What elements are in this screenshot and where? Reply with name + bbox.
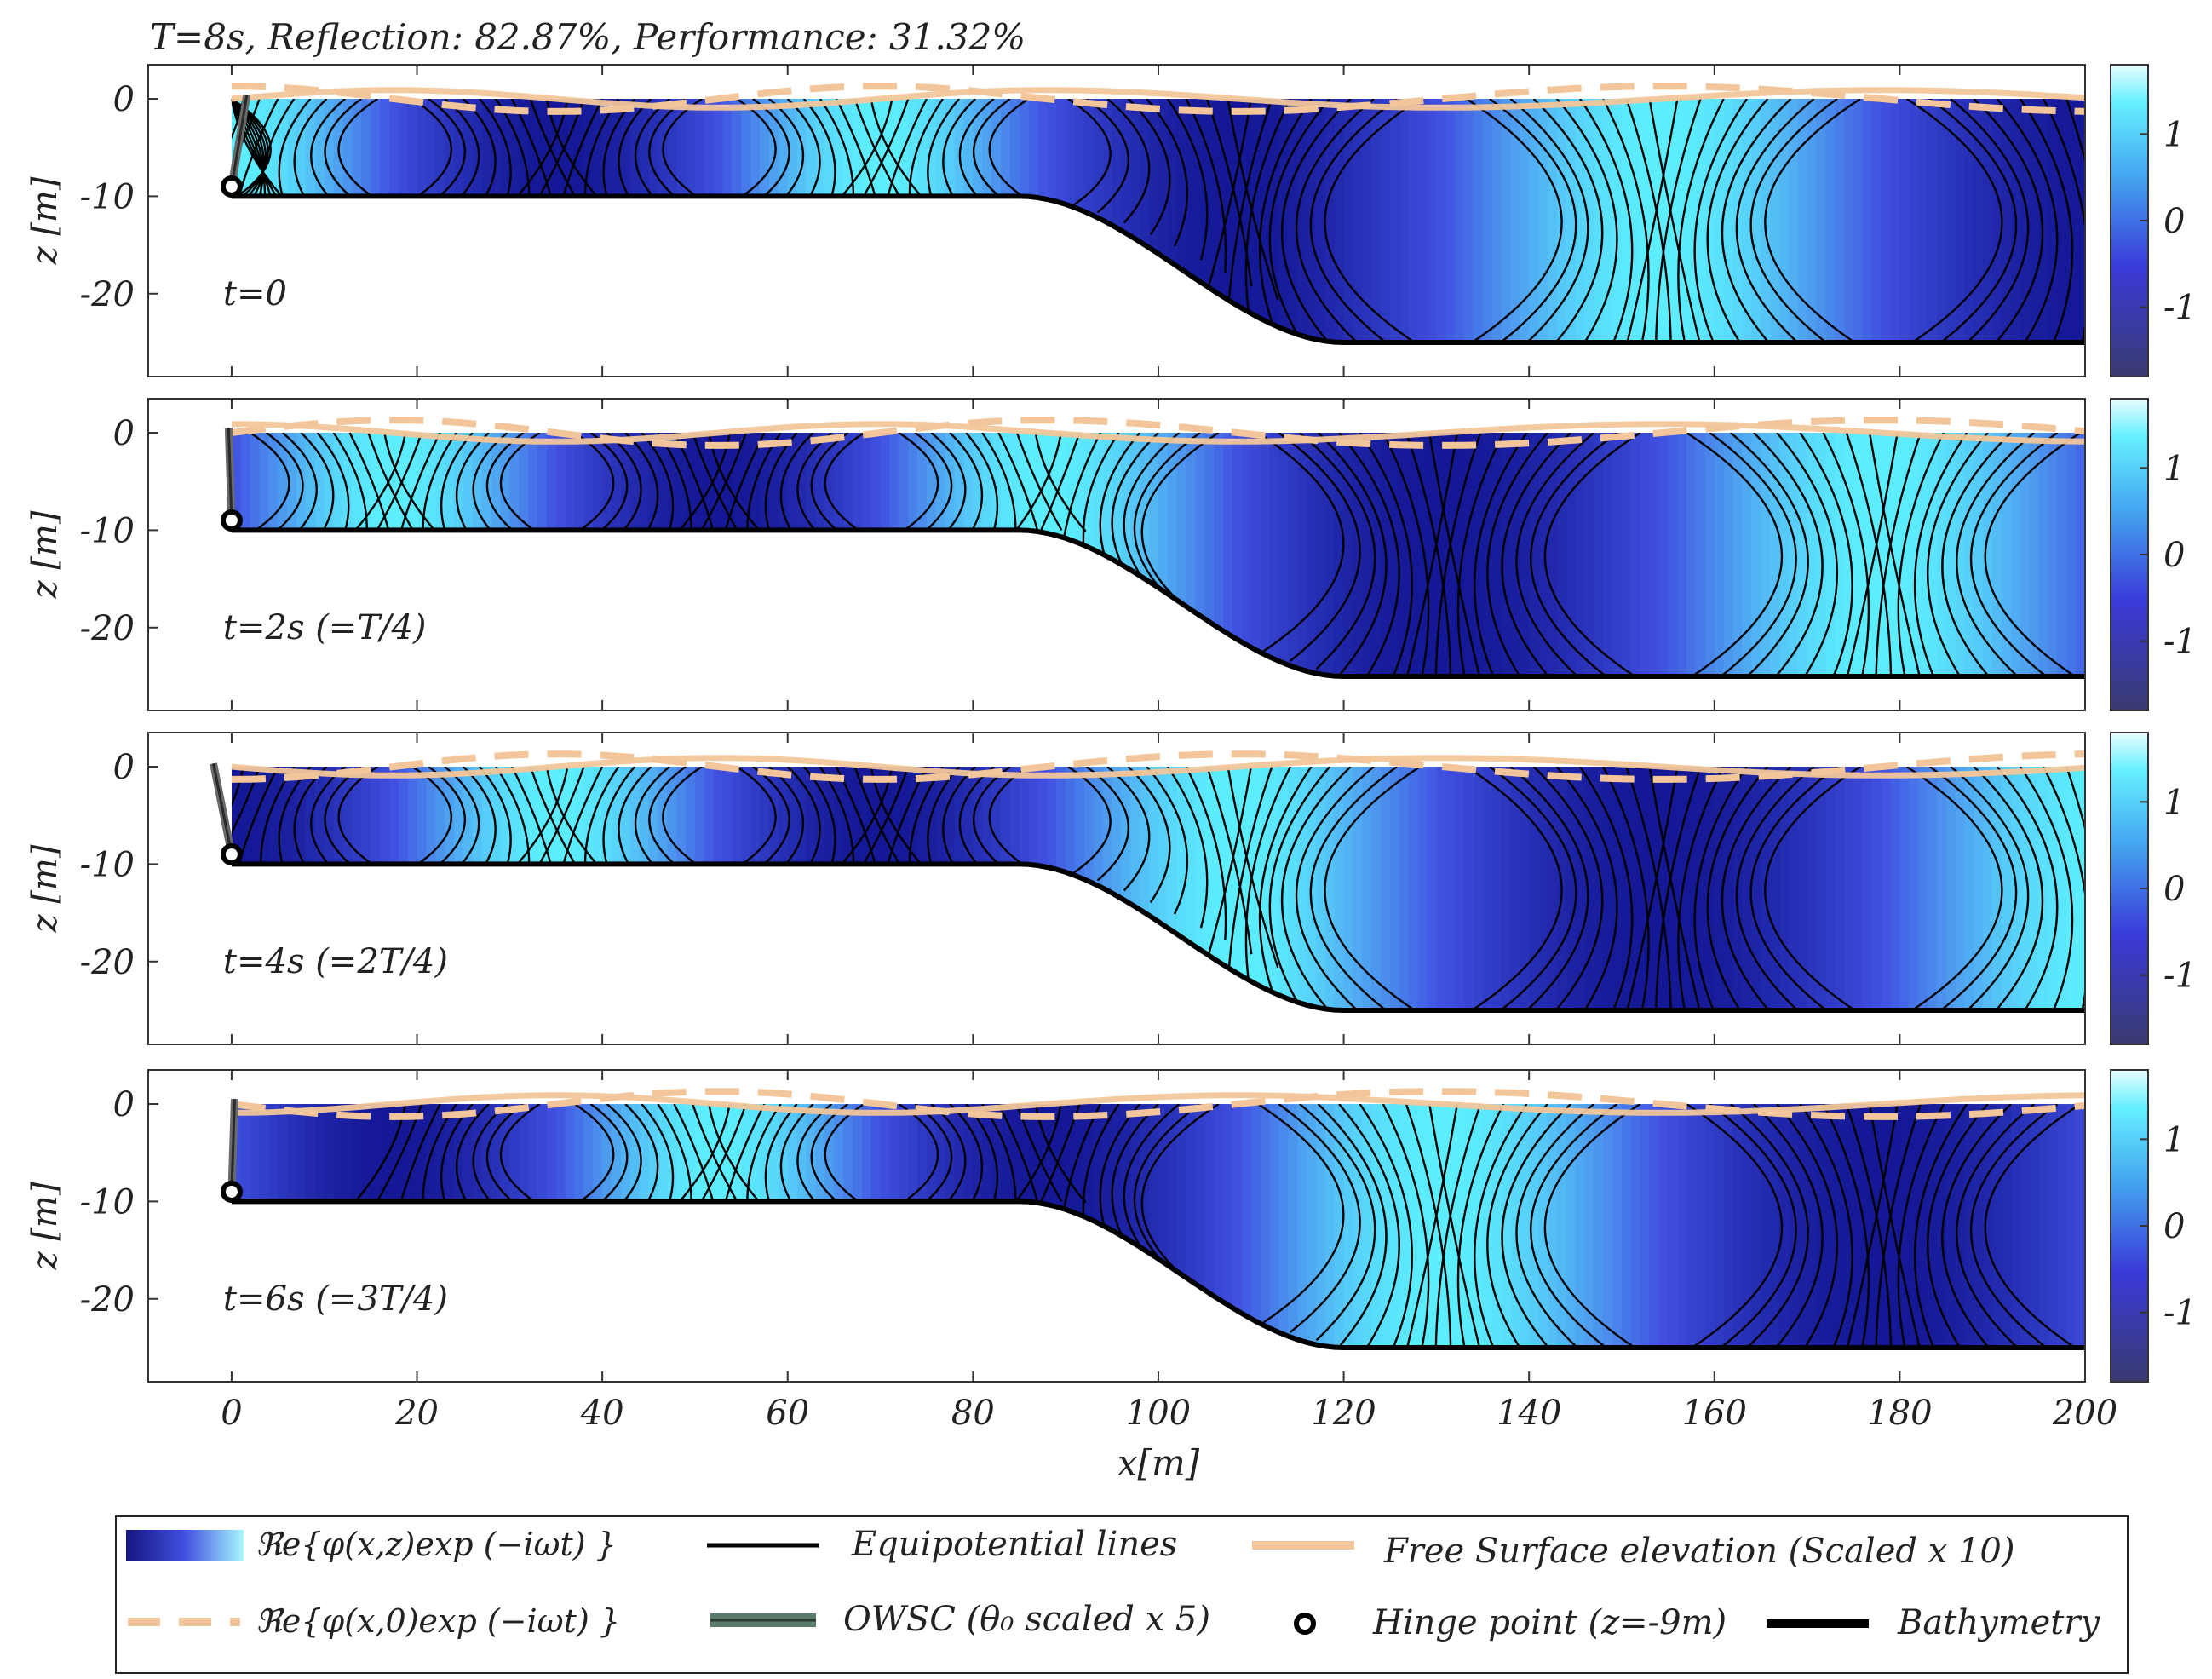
legend-label-surface-potential: ℜe{φ(x,0)exp (−iωt) } (256, 1602, 620, 1640)
x-axis-label: x[m] (1117, 1442, 1200, 1484)
x-tick-label: 200 (2052, 1394, 2117, 1433)
equipotential-lines (231, 433, 2082, 676)
x-tick-label: 140 (1497, 1394, 1561, 1433)
hinge-point (220, 842, 243, 865)
y-tick-label: -10 (80, 845, 135, 884)
colorbar-tick-label: -1 (2163, 957, 2197, 996)
x-tick-label: 0 (221, 1394, 242, 1433)
x-tick-label: 60 (766, 1394, 809, 1433)
panel-frame (147, 1069, 2086, 1383)
surface-potential-line (231, 83, 2086, 115)
hinge-point (220, 175, 243, 198)
panel-3: 0 -10 -20 z [m] t=4s (=2T/4) 1 0 -1 (26, 732, 2197, 1045)
x-tick-label: 80 (951, 1394, 995, 1433)
y-axis-label: z [m] (26, 176, 65, 265)
colorbar-tick-label: 0 (2163, 202, 2185, 241)
y-axis-label: z [m] (26, 1182, 65, 1270)
y-tick-label: -20 (80, 943, 135, 982)
legend-label-free-surface: Free Surface elevation (Scaled x 10) (1383, 1532, 2015, 1571)
legend-label-potential: ℜe{φ(x,z)exp (−iωt) } (256, 1526, 617, 1563)
panel-time-label: t=4s (=2T/4) (223, 942, 448, 981)
hinge-point (220, 1180, 243, 1203)
colorbar-tick-label: 1 (2163, 1120, 2185, 1159)
equipotential-lines (231, 767, 2086, 1010)
legend-label-hinge: Hinge point (z=-9m) (1372, 1603, 1727, 1642)
colorbar-tick-label: -1 (2163, 623, 2197, 662)
colorbar-tick-label: 1 (2163, 115, 2185, 154)
bathymetry-line (231, 861, 2085, 1013)
y-tick-label: -10 (80, 177, 135, 216)
y-tick-label: -20 (80, 1280, 135, 1320)
surface-potential-line (231, 750, 2086, 783)
panel-2: 0 -10 -20 z [m] t=2s (=T/4) 1 0 -1 (26, 398, 2197, 711)
legend-swatch-potential (126, 1530, 244, 1561)
x-axis: 0 20 40 60 80 100 120 140 160 180 200 (221, 1394, 2117, 1433)
colorbar-tick-label: 1 (2163, 783, 2185, 822)
colorbar-tick-label: -1 (2163, 289, 2197, 328)
colorbar-tick-label: 0 (2163, 870, 2185, 909)
x-tick-label: 20 (394, 1394, 439, 1433)
colorbar-tick-label: 1 (2163, 449, 2185, 488)
x-tick-label: 180 (1867, 1394, 1932, 1433)
y-tick-label: 0 (113, 1085, 135, 1124)
legend-box (115, 1515, 2129, 1674)
panel-frame (147, 64, 2086, 377)
bathymetry-line (231, 193, 2085, 345)
hinge-point (220, 509, 243, 532)
surface-potential-line (231, 1088, 2086, 1120)
panel-frame (147, 398, 2086, 711)
y-tick-label: 0 (113, 414, 135, 453)
panel-1: 0 -10 -20 z [m] t=0 1 0 -1 (26, 64, 2197, 377)
y-axis-label: z [m] (26, 844, 65, 933)
equipotential-lines (231, 99, 2086, 342)
colorbar-tick-label: 0 (2163, 536, 2185, 575)
surface-potential-line (231, 417, 2086, 449)
y-tick-label: 0 (113, 748, 135, 787)
panel-time-label: t=6s (=3T/4) (223, 1279, 448, 1319)
y-tick-label: -10 (80, 1182, 135, 1222)
panel-4: 0 -10 -20 z [m] t=6s (=3T/4) 1 0 -1 (26, 1069, 2197, 1383)
x-tick-label: 40 (580, 1394, 624, 1433)
legend-label-owsc: OWSC (θ₀ scaled x 5) (843, 1600, 1210, 1639)
panel-time-label: t=2s (=T/4) (223, 608, 427, 647)
y-tick-label: -10 (80, 511, 135, 550)
legend: ℜe{φ(x,z)exp (−iωt) } Equipotential line… (115, 1515, 2129, 1674)
panel-time-label: t=0 (223, 274, 287, 313)
free-surface-line (231, 755, 2086, 779)
y-tick-label: 0 (113, 80, 135, 119)
y-tick-label: -20 (80, 609, 135, 648)
panels-container: 0-10-20z [m]t=010-10-10-20z [m]t=2s (=T/… (26, 64, 2197, 1383)
figure-title: T=8s, Reflection: 82.87%, Performance: 3… (150, 16, 1026, 58)
legend-label-bathymetry: Bathymetry (1897, 1603, 2100, 1642)
bathymetry-line (231, 527, 2085, 679)
y-tick-label: -20 (80, 275, 135, 314)
bathymetry-line (231, 1199, 2085, 1350)
legend-swatch-hinge (1294, 1613, 1316, 1635)
x-tick-label: 100 (1126, 1394, 1191, 1433)
legend-label-equipotential: Equipotential lines (851, 1525, 1177, 1564)
colorbar-tick-label: -1 (2163, 1294, 2197, 1333)
x-tick-label: 120 (1311, 1394, 1376, 1433)
colorbar-tick-label: 0 (2163, 1207, 2185, 1246)
y-axis-label: z [m] (26, 510, 65, 599)
panel-frame (147, 732, 2086, 1045)
x-tick-label: 160 (1682, 1394, 1747, 1433)
